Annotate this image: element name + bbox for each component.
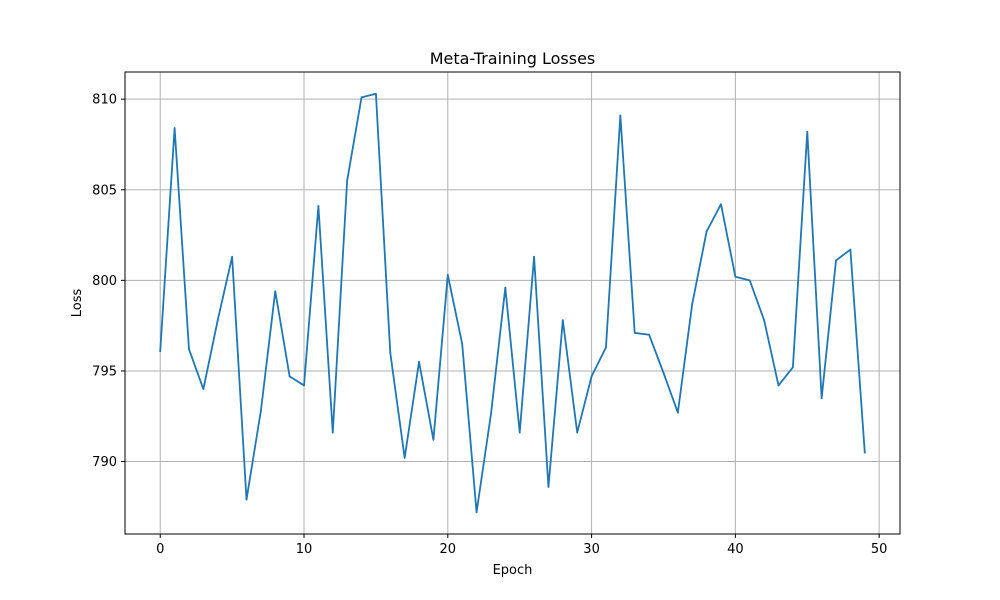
loss-data-point — [547, 485, 550, 488]
loss-data-point — [590, 375, 593, 378]
loss-data-point — [188, 348, 190, 351]
loss-data-point — [490, 413, 492, 416]
loss-data-point — [763, 319, 766, 322]
loss-data-point — [676, 411, 679, 414]
series-layer — [159, 92, 866, 514]
loss-data-point — [375, 92, 377, 95]
loss-data-point — [346, 179, 349, 182]
loss-data-point — [317, 205, 320, 207]
loss-series-line — [159, 92, 866, 514]
y-tick-label: 795 — [92, 364, 117, 379]
loss-data-point — [303, 384, 305, 387]
loss-data-point — [259, 409, 262, 412]
loss-data-point — [446, 274, 449, 276]
loss-data-point — [418, 360, 420, 363]
plot-frame — [124, 71, 901, 535]
loss-data-point — [202, 388, 205, 390]
y-tick-label: 810 — [92, 93, 117, 108]
loss-data-point — [576, 431, 579, 434]
y-axis-label: Loss — [70, 289, 85, 318]
x-tick-label: 0 — [156, 542, 164, 557]
loss-data-point — [216, 319, 219, 322]
loss-data-point — [159, 350, 162, 352]
grid-lines — [125, 72, 900, 534]
loss-data-point — [806, 130, 809, 133]
y-tick-label: 805 — [92, 183, 117, 198]
loss-data-point — [734, 275, 737, 278]
loss-data-point — [605, 346, 607, 349]
loss-data-point — [619, 114, 622, 117]
loss-data-point — [633, 331, 636, 334]
x-axis-label: Epoch — [493, 563, 533, 578]
loss-data-point — [231, 255, 234, 258]
loss-data-point — [518, 431, 521, 434]
loss-data-point — [791, 366, 794, 369]
chart-title: Meta-Training Losses — [430, 49, 596, 68]
loss-data-point — [461, 342, 464, 345]
loss-data-point — [389, 351, 392, 354]
loss-data-point — [360, 96, 363, 99]
loss-data-point — [863, 451, 866, 454]
loss-data-point — [748, 279, 751, 282]
loss-data-point — [288, 375, 291, 378]
loss-data-point — [561, 319, 564, 322]
loss-data-point — [705, 230, 708, 233]
loss-data-point — [777, 384, 780, 387]
x-tick-label: 40 — [727, 542, 744, 557]
loss-data-point — [504, 286, 507, 289]
axis-ticks: 0 10 20 30 40 50 790 795 800 805 810 — [92, 93, 887, 557]
loss-data-point — [835, 259, 837, 262]
loss-data-point — [820, 397, 823, 400]
loss-data-point — [475, 511, 478, 514]
loss-data-point — [691, 303, 694, 305]
x-tick-label: 50 — [871, 542, 888, 557]
loss-data-point — [173, 127, 176, 130]
x-tick-label: 30 — [583, 542, 600, 557]
loss-data-point — [648, 333, 650, 336]
y-tick-label: 790 — [92, 455, 117, 470]
loss-data-point — [432, 438, 435, 441]
x-tick-label: 10 — [296, 542, 313, 557]
loss-data-point — [720, 203, 722, 206]
loss-data-point — [849, 248, 852, 251]
loss-data-point — [533, 255, 535, 258]
loss-data-point — [403, 457, 406, 459]
loss-data-point — [662, 371, 665, 374]
x-tick-label: 20 — [440, 542, 457, 557]
loss-data-point — [331, 431, 334, 434]
loss-data-point — [245, 498, 248, 501]
y-tick-label: 800 — [92, 274, 117, 289]
loss-data-point — [274, 290, 277, 293]
